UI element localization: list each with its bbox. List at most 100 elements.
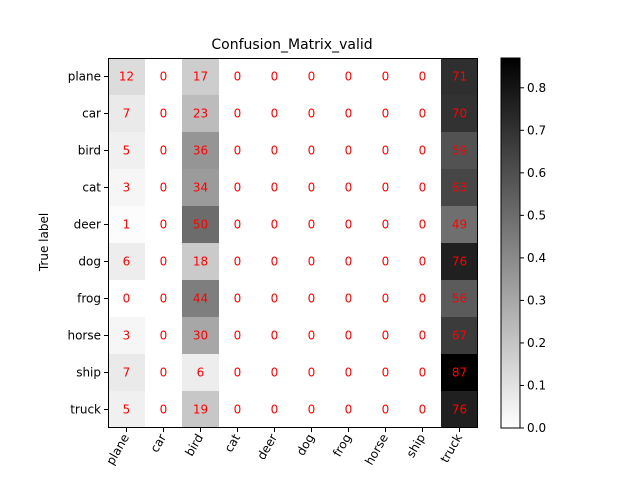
heatmap-cell	[404, 317, 441, 354]
cell-value-label: 0	[382, 366, 390, 380]
heatmap-cell	[330, 391, 367, 428]
cell-value-label: 0	[382, 292, 390, 306]
heatmap-cell	[330, 95, 367, 132]
heatmap-cell	[182, 243, 219, 280]
heatmap-cell	[256, 280, 293, 317]
heatmap-cell	[256, 95, 293, 132]
heatmap-cell	[441, 95, 478, 132]
cell-value-label: 0	[234, 144, 242, 158]
cell-value-label: 0	[382, 329, 390, 343]
cell-value-label: 0	[123, 292, 131, 306]
heatmap-cell	[367, 280, 404, 317]
cell-value-label: 0	[419, 366, 427, 380]
heatmap-cell	[367, 169, 404, 206]
heatmap-cell	[145, 95, 182, 132]
cell-value-label: 0	[234, 255, 242, 269]
heatmap-cell	[108, 58, 145, 95]
heatmap-cell	[441, 132, 478, 169]
heatmap-cell	[330, 243, 367, 280]
cell-value-label: 0	[382, 403, 390, 417]
x-tick-label: plane	[103, 432, 132, 468]
heatmap-cell	[182, 58, 219, 95]
colorbar-tick-label: 0.4	[527, 251, 546, 265]
cell-value-label: 0	[271, 144, 279, 158]
heatmap-cell	[108, 391, 145, 428]
cell-value-label: 0	[271, 366, 279, 380]
cell-value-label: 0	[345, 292, 353, 306]
cell-value-label: 44	[193, 292, 208, 306]
heatmap-cell	[108, 95, 145, 132]
heatmap-cell	[108, 132, 145, 169]
cell-value-label: 0	[345, 144, 353, 158]
heatmap-cell	[256, 206, 293, 243]
y-tick-label: bird	[78, 144, 101, 158]
cell-value-label: 0	[308, 70, 316, 84]
colorbar-tick-label: 0.8	[527, 81, 546, 95]
x-tick-label: deer	[254, 431, 280, 462]
cell-value-label: 56	[452, 292, 467, 306]
cell-value-label: 0	[345, 70, 353, 84]
x-tick-label: horse	[362, 432, 391, 468]
heatmap-cell	[367, 354, 404, 391]
heatmap-cell	[182, 391, 219, 428]
heatmap-cell	[293, 243, 330, 280]
cell-value-label: 0	[419, 292, 427, 306]
cell-value-label: 0	[382, 144, 390, 158]
cell-value-label: 34	[193, 181, 208, 195]
heatmap-cell	[441, 169, 478, 206]
heatmap-cell	[256, 354, 293, 391]
cell-value-label: 76	[452, 255, 467, 269]
heatmap-cell	[145, 206, 182, 243]
cell-value-label: 0	[271, 255, 279, 269]
cell-value-label: 0	[308, 403, 316, 417]
cell-value-label: 0	[345, 181, 353, 195]
x-tick-label: dog	[294, 432, 317, 459]
heatmap-cell	[256, 243, 293, 280]
cell-value-label: 3	[123, 181, 131, 195]
x-tick-label: ship	[404, 432, 429, 460]
cell-value-label: 67	[452, 329, 467, 343]
cell-value-label: 0	[234, 403, 242, 417]
chart-title: Confusion_Matrix_valid	[211, 37, 372, 53]
cell-value-label: 5	[123, 403, 131, 417]
cell-value-label: 0	[160, 255, 168, 269]
heatmap-cell	[219, 391, 256, 428]
cell-value-label: 0	[308, 255, 316, 269]
cell-value-label: 36	[193, 144, 208, 158]
heatmap-cell	[293, 206, 330, 243]
y-tick-label: truck	[70, 403, 101, 417]
heatmap-cell	[404, 169, 441, 206]
heatmap-cell	[108, 169, 145, 206]
cell-value-label: 50	[193, 218, 208, 232]
cell-value-label: 0	[160, 181, 168, 195]
cell-value-label: 5	[123, 144, 131, 158]
heatmap-cell	[219, 354, 256, 391]
cell-value-label: 0	[271, 292, 279, 306]
cell-value-label: 0	[271, 70, 279, 84]
cell-value-label: 7	[123, 366, 131, 380]
cell-value-label: 0	[382, 70, 390, 84]
y-tick-label: deer	[74, 218, 101, 232]
colorbar-gradient	[500, 57, 521, 429]
heatmap-cell	[145, 280, 182, 317]
heatmap-cell	[256, 391, 293, 428]
x-tick-label: cat	[222, 431, 244, 454]
cell-value-label: 0	[160, 70, 168, 84]
heatmap-cell	[145, 317, 182, 354]
cell-value-label: 0	[345, 255, 353, 269]
colorbar: 0.0 0.1 0.2 0.3 0.4 0.5 0.6 0.7 0.8	[500, 57, 546, 435]
heatmap-cell	[404, 243, 441, 280]
heatmap-cell	[145, 243, 182, 280]
cell-value-label: 0	[419, 70, 427, 84]
colorbar-tick-label: 0.6	[527, 166, 546, 180]
cell-value-label: 0	[271, 329, 279, 343]
y-tick-label: ship	[76, 366, 101, 380]
cell-value-label: 17	[193, 70, 208, 84]
cell-value-label: 0	[308, 329, 316, 343]
cell-value-label: 0	[234, 218, 242, 232]
heatmap-cell	[256, 132, 293, 169]
y-tick-labels: plane car bird cat deer dog frog horse ship truck	[67, 70, 108, 417]
cell-value-label: 0	[234, 70, 242, 84]
cell-value-label: 3	[123, 329, 131, 343]
heatmap-cell	[219, 317, 256, 354]
